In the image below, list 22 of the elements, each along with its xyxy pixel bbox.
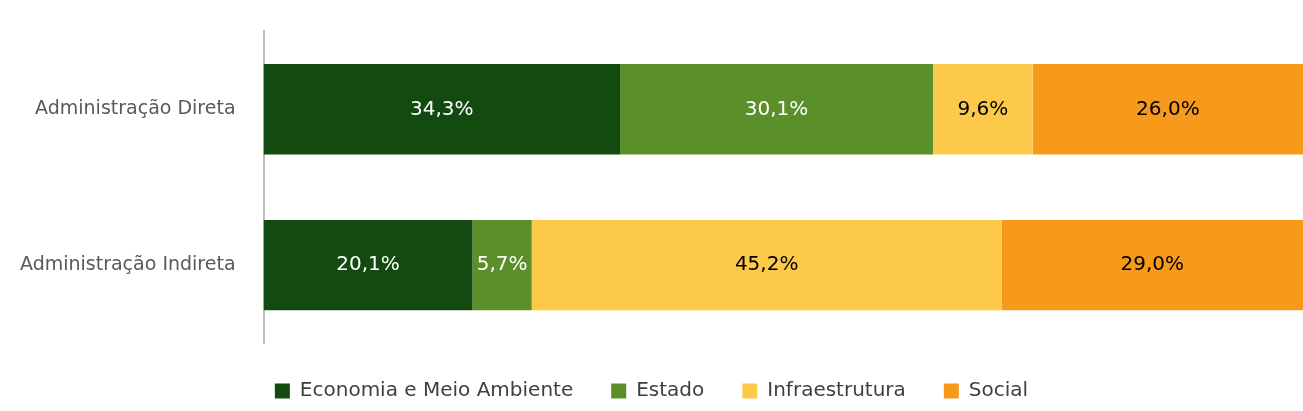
legend-label: Estado (636, 377, 705, 402)
data-label: 30,1% (744, 95, 809, 120)
data-label: 20,1% (336, 251, 400, 276)
bar (263, 64, 621, 155)
data-label: 29,0% (1120, 251, 1185, 276)
data-label: 34,3% (410, 95, 474, 120)
legend-label: Social (968, 377, 1029, 402)
bar (472, 219, 532, 311)
bar (531, 219, 1002, 311)
legend-label: Infraestrutura (767, 377, 906, 402)
data-label: 5,7% (476, 251, 528, 276)
data-label: 9,6% (957, 95, 1009, 120)
bar (1032, 64, 1303, 155)
bar (1001, 219, 1303, 311)
data-label: 45,2% (734, 251, 799, 276)
legend-label: Economia e Meio Ambiente (299, 377, 574, 402)
data-label: 26,0% (1136, 95, 1200, 120)
bar (932, 64, 1033, 155)
y-tick-label: Administração Indireta (19, 252, 236, 275)
y-tick-label: Administração Direta (35, 96, 236, 119)
bar (263, 219, 473, 311)
bar (620, 64, 933, 155)
